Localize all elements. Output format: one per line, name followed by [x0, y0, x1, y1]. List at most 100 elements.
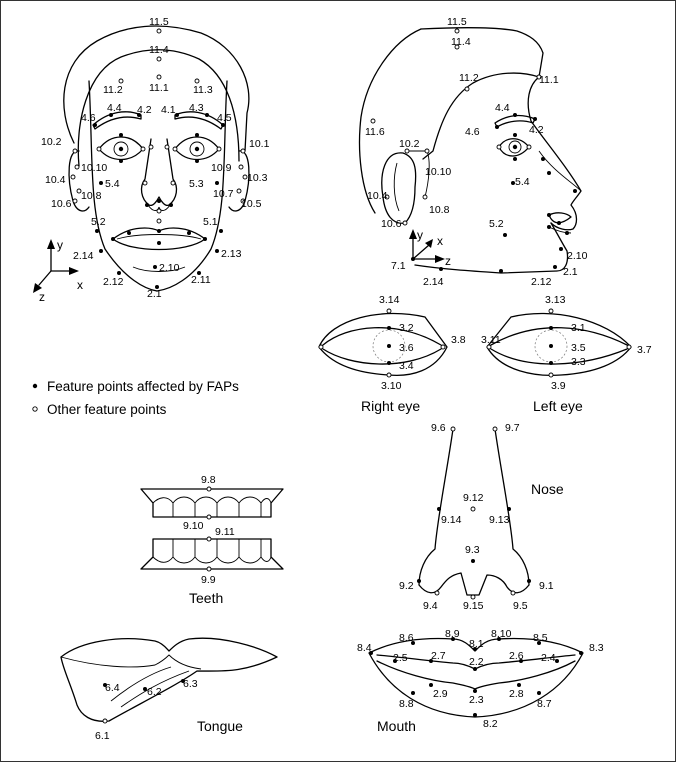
label-10.8: 10.8	[81, 190, 102, 202]
label-5.1: 5.1	[203, 216, 218, 228]
label-8.9: 8.9	[445, 628, 460, 640]
label-9.14: 9.14	[441, 514, 462, 526]
label-10.10: 10.10	[81, 162, 107, 174]
label-3.11: 3.11	[481, 334, 501, 346]
teeth-detail: 9.8 9.10 9.11 9.9 Teeth	[140, 474, 284, 606]
label-3.3: 3.3	[571, 356, 586, 368]
label-8.3: 8.3	[589, 642, 604, 654]
label-5.2: 5.2	[91, 216, 106, 228]
label-3.10: 3.10	[381, 380, 402, 392]
label-11.4: 11.4	[149, 44, 169, 56]
legend-other: Other feature points	[47, 402, 167, 417]
label-3.13: 3.13	[545, 294, 566, 306]
label-4.4: 4.4	[107, 102, 122, 114]
label-8.7: 8.7	[537, 698, 552, 710]
label-10.3: 10.3	[247, 172, 268, 184]
label-2.9: 2.9	[433, 688, 448, 700]
caption-mouth: Mouth	[377, 718, 416, 734]
legend-affected: Feature points affected by FAPs	[47, 379, 239, 394]
label-5.3: 5.3	[189, 178, 204, 190]
label-10.8: 10.8	[429, 204, 450, 216]
label-8.10: 8.10	[491, 628, 512, 640]
label-3.14: 3.14	[379, 294, 400, 306]
label-11.2: 11.2	[103, 84, 123, 96]
front-face: 11.5 11.4 11.2 11.1 11.3 4.4 4.2 4.1 4.3…	[41, 16, 270, 300]
label-8.2: 8.2	[483, 718, 498, 730]
label-10.1: 10.1	[249, 138, 270, 150]
left-eye-detail: 3.13 3.11 3.1 3.5 3.7 3.3 3.9 Left eye	[481, 294, 652, 414]
label-4.2: 4.2	[137, 104, 152, 116]
label-2.7: 2.7	[431, 650, 446, 662]
tongue-detail: 6.4 6.2 6.3 6.1 Tongue	[60, 637, 278, 742]
profile-face: 11.5 11.4 11.2 11.1 4.4 4.6 4.2 11.6 10.…	[358, 16, 588, 288]
label-6.2: 6.2	[147, 686, 162, 698]
label-3.7: 3.7	[637, 344, 652, 356]
label-9.8: 9.8	[201, 474, 216, 486]
label-7.1: 7.1	[391, 260, 406, 272]
label-9.4: 9.4	[423, 600, 438, 612]
label-8.1: 8.1	[469, 638, 484, 650]
label-5.4: 5.4	[105, 178, 120, 190]
label-9.3: 9.3	[465, 544, 480, 556]
label-8.6: 8.6	[399, 632, 414, 644]
label-9.13: 9.13	[489, 514, 510, 526]
caption-right-eye: Right eye	[361, 398, 420, 414]
label-9.2: 9.2	[399, 580, 414, 592]
axes-front: y x z	[33, 238, 83, 304]
label-11.3: 11.3	[193, 84, 213, 96]
label-2.1: 2.1	[563, 266, 578, 278]
label-10.5: 10.5	[241, 198, 262, 210]
profile-axis-y-label: y	[417, 228, 423, 242]
right-eye-detail: 3.14 3.2 3.6 3.8 3.4 3.10 Right eye	[318, 294, 466, 414]
label-2.10: 2.10	[159, 262, 180, 274]
label-11.1: 11.1	[149, 82, 169, 94]
label-9.10: 9.10	[183, 520, 204, 532]
label-11.1: 11.1	[539, 74, 559, 86]
profile-axis-x-label: x	[437, 234, 443, 248]
label-4.1: 4.1	[161, 104, 176, 116]
label-3.2: 3.2	[399, 322, 414, 334]
label-2.5: 2.5	[393, 652, 408, 664]
profile-axis-z-label: z	[445, 254, 451, 268]
label-9.1: 9.1	[539, 580, 554, 592]
label-10.4: 10.4	[367, 190, 388, 202]
legend: Feature points affected by FAPs Other fe…	[32, 379, 239, 417]
label-4.5: 4.5	[217, 112, 232, 124]
label-3.5: 3.5	[571, 342, 586, 354]
label-5.4: 5.4	[515, 176, 530, 188]
label-10.9: 10.9	[211, 162, 232, 174]
label-3.6: 3.6	[399, 342, 414, 354]
label-9.12: 9.12	[463, 492, 484, 504]
label-2.3: 2.3	[469, 694, 484, 706]
caption-nose: Nose	[531, 481, 564, 497]
caption-left-eye: Left eye	[533, 398, 583, 414]
label-9.11: 9.11	[215, 526, 235, 538]
label-2.8: 2.8	[509, 688, 524, 700]
label-9.5: 9.5	[513, 600, 528, 612]
label-10.7: 10.7	[213, 188, 234, 200]
label-2.14: 2.14	[423, 276, 444, 288]
label-11.4: 11.4	[451, 36, 471, 48]
label-4.2: 4.2	[529, 124, 544, 136]
label-9.7: 9.7	[505, 422, 520, 434]
caption-tongue: Tongue	[197, 718, 243, 734]
label-6.4: 6.4	[105, 682, 120, 694]
label-8.4: 8.4	[357, 642, 372, 654]
axis-x-label: x	[77, 278, 83, 292]
label-2.12: 2.12	[103, 276, 124, 288]
nose-detail: 9.6 9.7 9.12 9.14 9.13 9.3 9.2 9.1 9.4 9…	[399, 422, 564, 612]
label-2.1: 2.1	[147, 288, 162, 300]
label-9.15: 9.15	[463, 600, 484, 612]
label-2.6: 2.6	[509, 650, 524, 662]
label-2.11: 2.11	[191, 274, 211, 286]
label-9.6: 9.6	[431, 422, 446, 434]
axis-z-label: z	[39, 290, 45, 304]
label-2.2: 2.2	[469, 656, 484, 668]
mouth-detail: 8.4 8.6 8.9 8.1 8.10 8.5 8.3 2.5 2.7 2.2…	[357, 628, 604, 734]
label-4.6: 4.6	[465, 126, 480, 138]
label-2.4: 2.4	[541, 652, 556, 664]
label-2.13: 2.13	[221, 248, 242, 260]
label-10.4: 10.4	[45, 174, 66, 186]
label-5.2: 5.2	[489, 218, 504, 230]
